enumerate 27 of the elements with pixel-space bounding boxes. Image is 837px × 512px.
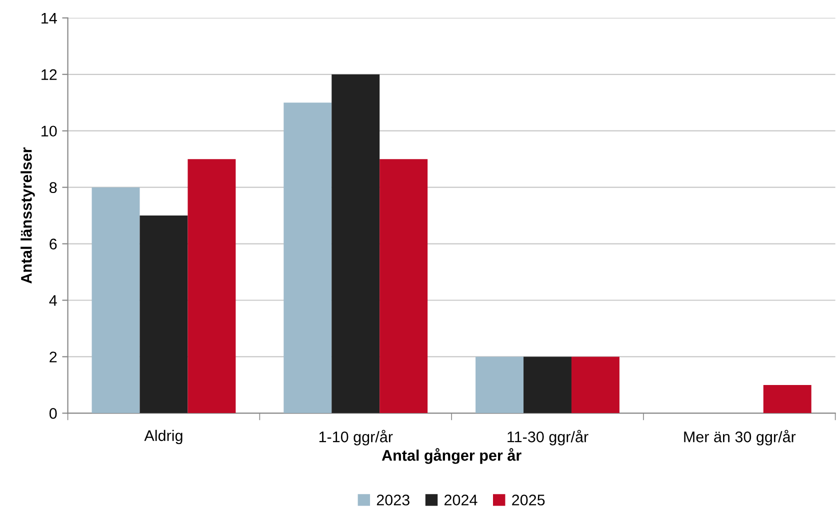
legend-label: 2025 [512, 494, 545, 506]
x-tick-label: Aldrig [144, 430, 182, 444]
bar [92, 187, 140, 414]
y-tick-label: 4 [49, 295, 57, 306]
bar [763, 384, 812, 414]
y-tick-label: 6 [50, 238, 57, 250]
bar [380, 159, 428, 414]
x-tick-label: 1-10 ggr/år [319, 430, 393, 446]
x-tick-label: Mer än 30 ggr/år [684, 430, 796, 446]
y-tick-label: 8 [50, 182, 57, 194]
bar [140, 216, 188, 414]
y-tick-label: 12 [42, 69, 57, 80]
legend-label: 2023 [376, 494, 410, 506]
bar [476, 356, 524, 414]
bar [332, 74, 380, 414]
y-tick-label: 0 [49, 408, 57, 419]
bar [524, 356, 572, 414]
x-axis-title: Antal gånger per år [382, 448, 522, 464]
bar [571, 356, 620, 414]
y-tick-label: 2 [50, 352, 57, 362]
bar [188, 159, 236, 414]
bar [284, 102, 332, 414]
y-tick-label: 14 [42, 12, 57, 24]
legend-label: 2024 [444, 494, 478, 506]
y-axis-title: Antal länsstyrelser [20, 147, 35, 284]
y-tick-label: 10 [42, 126, 57, 137]
x-tick-label: 11-30 ggr/år [508, 430, 588, 446]
